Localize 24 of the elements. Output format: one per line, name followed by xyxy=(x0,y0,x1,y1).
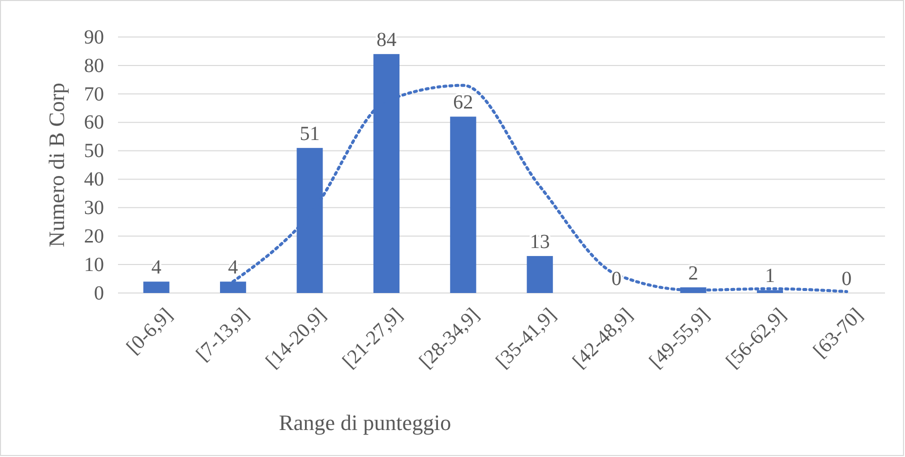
data-label: 13 xyxy=(530,231,550,254)
y-tick-label: 30 xyxy=(84,197,104,220)
bar xyxy=(143,282,170,293)
data-label: 0 xyxy=(842,268,852,290)
y-tick-label: 40 xyxy=(84,168,104,191)
data-label: 2 xyxy=(688,262,698,284)
bar xyxy=(450,116,476,293)
y-tick-label: 70 xyxy=(84,83,104,106)
data-label: 51 xyxy=(300,122,320,145)
y-tick-label: 10 xyxy=(84,254,104,276)
data-label: 4 xyxy=(228,256,238,279)
y-tick-label: 60 xyxy=(84,112,104,134)
bar xyxy=(526,256,553,293)
y-tick-label: 80 xyxy=(84,54,104,77)
data-label: 1 xyxy=(764,265,775,288)
y-tick-label: 0 xyxy=(94,282,104,304)
y-tick-label: 90 xyxy=(84,26,104,48)
x-axis-title: Range di punteggio xyxy=(278,410,452,435)
y-tick-label: 50 xyxy=(84,140,104,162)
data-label: 4 xyxy=(151,256,162,279)
y-tick-label: 20 xyxy=(84,226,104,248)
data-label: 62 xyxy=(453,92,474,114)
data-label: 84 xyxy=(376,29,396,52)
y-axis-title: Numero di B Corp xyxy=(44,82,69,248)
